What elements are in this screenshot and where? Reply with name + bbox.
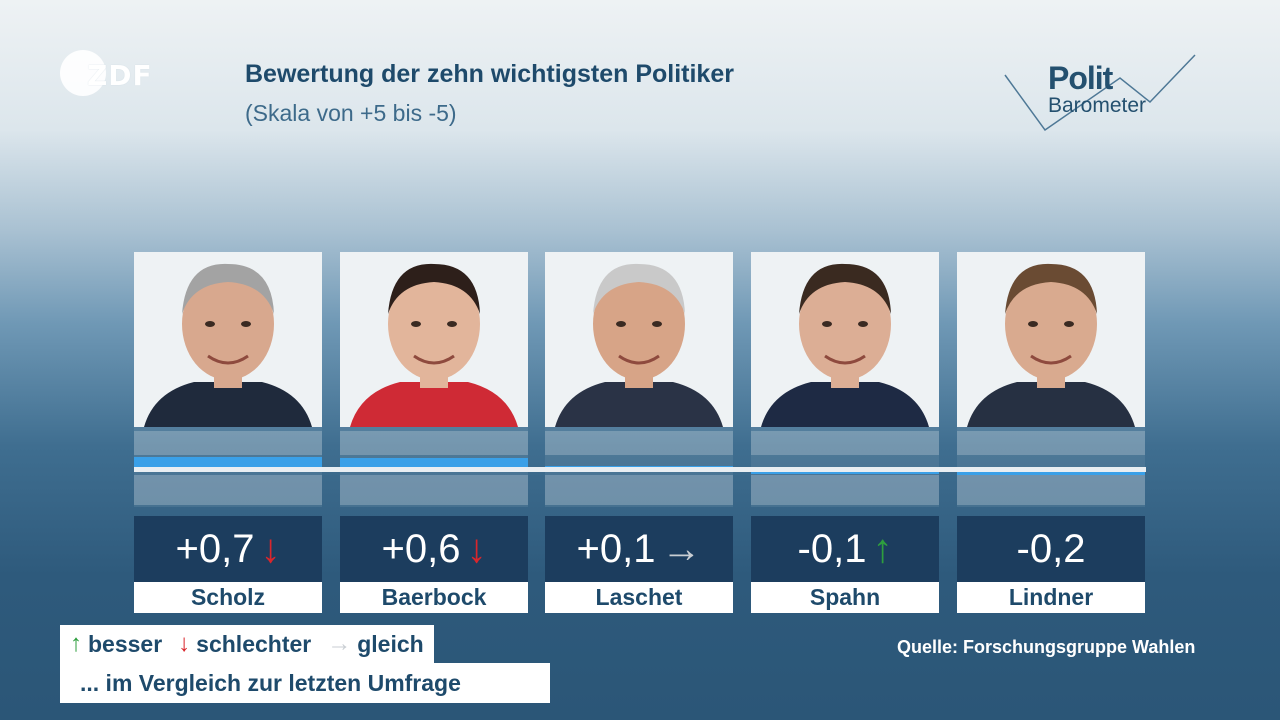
politbarometer-line-icon <box>1004 54 1196 132</box>
legend-label-up: besser <box>88 630 163 657</box>
category-label: Spahn <box>751 582 939 613</box>
politician-card: -0,1 ↑ Spahn <box>751 252 939 613</box>
track-stripe <box>545 431 733 455</box>
portrait-icon <box>545 252 733 427</box>
source-note: Quelle: Forschungsgruppe Wahlen <box>897 637 1196 657</box>
zdf-logo: ZDF <box>60 50 153 96</box>
politician-card: +0,6 ↓ Baerbock <box>340 252 528 613</box>
category-label: Baerbock <box>340 582 528 613</box>
arrow-up-icon: ↑ <box>70 630 82 657</box>
track-stripe <box>340 475 528 505</box>
value-label: +0,1 → <box>545 516 733 582</box>
politbarometer-subtitle: Barometer <box>1048 94 1147 117</box>
zdf-logo-text: ZDF <box>87 59 153 92</box>
politician-photo <box>545 252 733 427</box>
politician-photo <box>340 252 528 427</box>
portrait-icon <box>134 252 322 427</box>
politician-photo <box>134 252 322 427</box>
arrow-right-icon: → <box>661 526 702 571</box>
value-text: +0,6 <box>381 526 461 571</box>
value-label: -0,2 <box>957 516 1145 582</box>
chart-subtitle: (Skala von +5 bis -5) <box>245 100 457 126</box>
portrait-icon <box>340 252 528 427</box>
value-label: +0,7 ↓ <box>134 516 322 582</box>
legend-label-same: gleich <box>357 630 424 657</box>
politbarometer-logo: Polit Barometer <box>1000 50 1200 140</box>
value-label: -0,1 ↑ <box>751 516 939 582</box>
portrait-icon <box>957 252 1145 427</box>
bar <box>957 472 1145 475</box>
track-stripe <box>751 431 939 455</box>
track-stripe <box>957 475 1145 505</box>
value-text: +0,7 <box>175 526 255 571</box>
value-text: +0,1 <box>576 526 656 571</box>
zero-baseline <box>134 467 1146 472</box>
value-label: +0,6 ↓ <box>340 516 528 582</box>
legend-label-down: schlechter <box>196 630 312 657</box>
bar <box>340 458 528 467</box>
category-label: Laschet <box>545 582 733 613</box>
value-text: -0,2 <box>1016 526 1086 571</box>
chart-title: Bewertung der zehn wichtigsten Politiker <box>245 60 734 88</box>
bar <box>134 456 322 467</box>
category-label: Lindner <box>957 582 1145 613</box>
value-text: -0,1 <box>797 526 867 571</box>
arrow-down-icon: ↓ <box>178 630 191 657</box>
track-stripe <box>134 431 322 455</box>
legend-trend: ↑ besser ↓ schlechter → gleich <box>60 625 434 663</box>
zdf-logo-circle <box>60 50 106 96</box>
politician-photo <box>957 252 1145 427</box>
arrow-down-icon: ↓ <box>260 526 281 571</box>
portrait-icon <box>751 252 939 427</box>
track-stripe <box>134 475 322 505</box>
bar <box>545 465 733 467</box>
track-stripe <box>340 431 528 455</box>
category-label: Scholz <box>134 582 322 613</box>
politician-photo <box>751 252 939 427</box>
track-stripe <box>957 431 1145 455</box>
legend-note: ... im Vergleich zur letzten Umfrage <box>60 663 550 703</box>
arrow-up-icon: ↑ <box>872 526 893 571</box>
arrow-right-icon: → <box>327 630 352 657</box>
bar <box>751 472 939 474</box>
track-stripe <box>751 475 939 505</box>
politbarometer-title: Polit <box>1048 60 1113 96</box>
arrow-down-icon: ↓ <box>466 526 487 571</box>
track-stripe <box>545 475 733 505</box>
